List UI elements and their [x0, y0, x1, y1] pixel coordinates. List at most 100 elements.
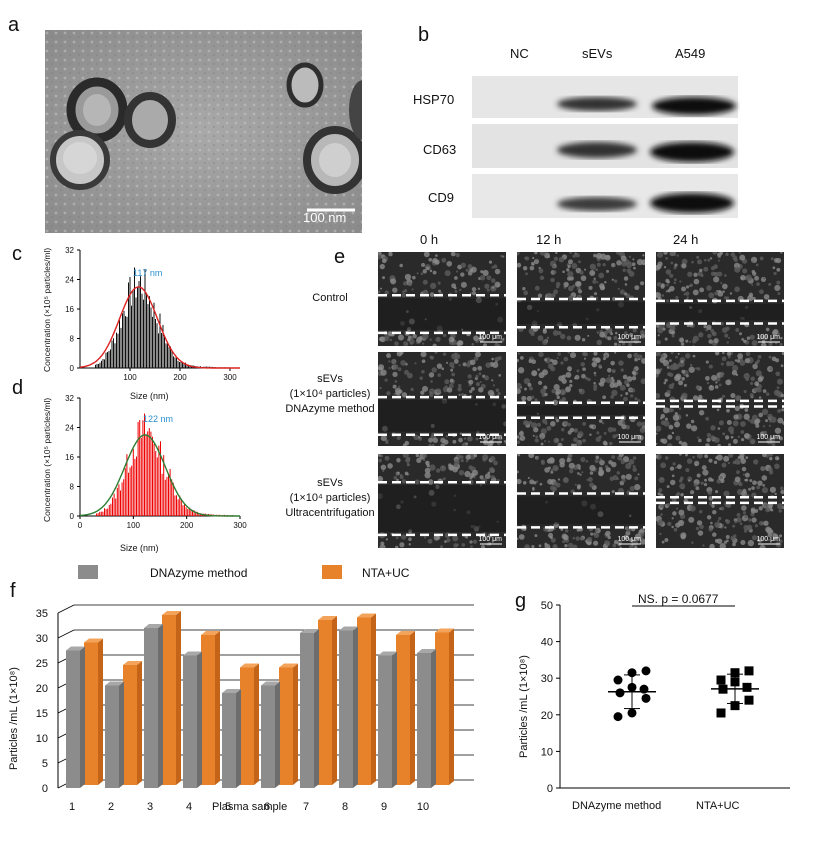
- cell-texture: [485, 362, 491, 368]
- vesicle: [66, 77, 128, 143]
- cell-texture: [739, 254, 746, 261]
- cell-texture: [579, 536, 584, 541]
- cell-texture: [436, 388, 442, 394]
- cell-texture: [396, 478, 399, 482]
- cell-texture: [701, 465, 707, 471]
- cell-texture: [674, 263, 678, 267]
- cell-texture: [658, 476, 665, 484]
- cell-texture: [622, 268, 626, 272]
- x-tick-label: 100: [127, 521, 141, 530]
- cell-texture: [475, 437, 479, 441]
- cell-texture: [455, 270, 459, 273]
- cell-texture: [608, 460, 613, 465]
- histogram-bar: [152, 316, 153, 368]
- cell-texture: [657, 334, 660, 337]
- bar-dnazyme: [417, 649, 436, 788]
- cell-texture: [530, 395, 535, 399]
- cell-texture: [387, 331, 393, 336]
- cell-texture: [465, 535, 469, 539]
- x-tick-label: 10: [417, 801, 429, 813]
- cell-texture: [425, 460, 430, 466]
- cell-texture: [776, 267, 781, 272]
- cell-texture: [736, 359, 741, 363]
- cell-texture: [777, 332, 781, 336]
- cell-texture: [478, 372, 482, 376]
- cell-texture: [553, 289, 559, 295]
- cell-texture: [761, 487, 769, 494]
- cell-texture: [392, 371, 398, 378]
- cell-texture: [560, 427, 565, 432]
- cell-texture: [399, 475, 404, 480]
- cell-texture: [660, 413, 666, 419]
- cell-texture: [451, 365, 455, 369]
- cell-texture: [497, 356, 502, 361]
- cell-texture: [713, 264, 718, 269]
- cell-texture: [528, 454, 535, 459]
- cell-texture: [379, 386, 382, 390]
- cell-texture: [378, 254, 382, 260]
- cell-texture: [469, 540, 473, 544]
- cell-texture: [531, 320, 538, 327]
- histogram-bar: [107, 352, 108, 368]
- cell-texture: [629, 332, 634, 337]
- cell-texture: [693, 278, 700, 285]
- cell-texture: [751, 440, 755, 444]
- cell-texture: [661, 540, 665, 544]
- cell-texture: [567, 542, 574, 548]
- cell-texture: [453, 458, 460, 465]
- cell-texture: [679, 476, 684, 481]
- cell-texture: [580, 362, 586, 367]
- cell-texture: [776, 503, 784, 510]
- cell-texture: [420, 272, 424, 275]
- cell-texture: [550, 277, 555, 283]
- cell-texture: [539, 482, 543, 486]
- cell-texture: [571, 262, 578, 269]
- cell-texture: [628, 342, 632, 346]
- cell-texture: [437, 281, 441, 285]
- cell-texture: [666, 280, 670, 284]
- bar-face: [162, 615, 176, 785]
- histogram-bar: [138, 281, 140, 368]
- cell-texture: [553, 270, 557, 274]
- cell-texture: [613, 279, 618, 283]
- cell-texture: [743, 433, 750, 439]
- cell-texture: [753, 459, 759, 465]
- histogram-bar: [160, 441, 161, 516]
- cell-texture: [736, 470, 740, 474]
- cell-texture: [572, 254, 576, 258]
- cell-texture: [389, 338, 393, 342]
- cell-texture: [680, 360, 684, 364]
- bar-face: [66, 650, 80, 788]
- cell-texture: [517, 537, 519, 540]
- cell-texture: [700, 274, 704, 278]
- cell-texture: [428, 388, 436, 395]
- x-tick-label: 8: [342, 801, 348, 813]
- cell-texture: [762, 389, 767, 393]
- cell-texture: [718, 516, 722, 521]
- cell-texture: [478, 335, 485, 342]
- cell-texture: [620, 368, 624, 372]
- histogram-bar: [123, 479, 125, 516]
- histogram-bar: [110, 349, 111, 368]
- cell-texture: [427, 538, 433, 544]
- cell-texture: [678, 509, 685, 516]
- cell-texture: [448, 297, 453, 302]
- histogram-bar: [110, 503, 112, 516]
- cell-texture: [666, 502, 671, 507]
- cell-texture: [741, 505, 747, 511]
- cell-texture: [466, 510, 471, 515]
- panel-label-b: b: [418, 24, 430, 46]
- cell-texture: [460, 262, 466, 268]
- cell-texture: [453, 508, 457, 512]
- histogram-bar: [136, 456, 137, 516]
- data-point: [627, 668, 637, 678]
- cell-texture: [568, 285, 574, 292]
- cell-texture: [725, 535, 730, 539]
- cell-texture: [640, 333, 645, 339]
- cell-texture: [605, 530, 611, 537]
- cell-texture: [431, 501, 437, 507]
- cell-texture: [599, 459, 605, 466]
- cell-texture: [460, 272, 465, 277]
- cell-texture: [384, 336, 390, 342]
- cell-texture: [602, 395, 607, 400]
